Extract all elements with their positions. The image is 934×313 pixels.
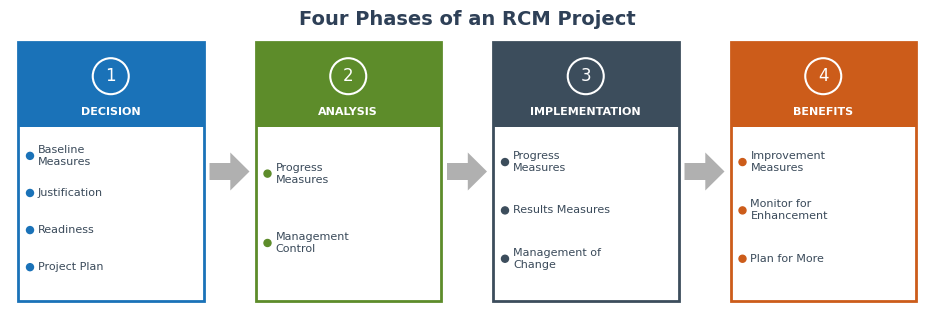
Circle shape [502, 255, 508, 262]
Text: Justification: Justification [38, 188, 103, 198]
FancyBboxPatch shape [18, 42, 204, 127]
FancyBboxPatch shape [493, 42, 678, 127]
Polygon shape [209, 152, 249, 191]
Circle shape [739, 255, 746, 262]
Text: Improvement
Measures: Improvement Measures [751, 151, 826, 173]
Text: Progress
Measures: Progress Measures [276, 163, 329, 185]
Text: Plan for More: Plan for More [751, 254, 825, 264]
Text: 4: 4 [818, 67, 828, 85]
Text: Readiness: Readiness [38, 225, 94, 235]
FancyBboxPatch shape [256, 42, 441, 301]
Text: Progress
Measures: Progress Measures [513, 151, 566, 173]
Text: Project Plan: Project Plan [38, 262, 104, 272]
FancyBboxPatch shape [493, 42, 678, 301]
Circle shape [739, 159, 746, 166]
Text: BENEFITS: BENEFITS [793, 107, 854, 117]
FancyBboxPatch shape [18, 42, 204, 301]
Circle shape [502, 207, 508, 214]
Text: DECISION: DECISION [81, 107, 140, 117]
Text: Baseline
Measures: Baseline Measures [38, 145, 92, 167]
Text: Monitor for
Enhancement: Monitor for Enhancement [751, 199, 828, 221]
Text: 2: 2 [343, 67, 354, 85]
FancyBboxPatch shape [256, 42, 441, 127]
Polygon shape [447, 152, 487, 191]
Polygon shape [685, 152, 725, 191]
Circle shape [26, 152, 34, 159]
FancyBboxPatch shape [730, 42, 916, 301]
Circle shape [26, 189, 34, 197]
Text: Four Phases of an RCM Project: Four Phases of an RCM Project [299, 10, 635, 29]
Text: Results Measures: Results Measures [513, 205, 610, 215]
Text: Management
Control: Management Control [276, 232, 349, 254]
Circle shape [502, 159, 508, 166]
Circle shape [264, 239, 271, 246]
FancyBboxPatch shape [730, 42, 916, 127]
Circle shape [264, 170, 271, 177]
Circle shape [26, 264, 34, 271]
Circle shape [739, 207, 746, 214]
Circle shape [26, 227, 34, 233]
Text: ANALYSIS: ANALYSIS [318, 107, 378, 117]
Text: Management of
Change: Management of Change [513, 248, 601, 270]
Text: 1: 1 [106, 67, 116, 85]
Text: IMPLEMENTATION: IMPLEMENTATION [531, 107, 641, 117]
Text: 3: 3 [580, 67, 591, 85]
